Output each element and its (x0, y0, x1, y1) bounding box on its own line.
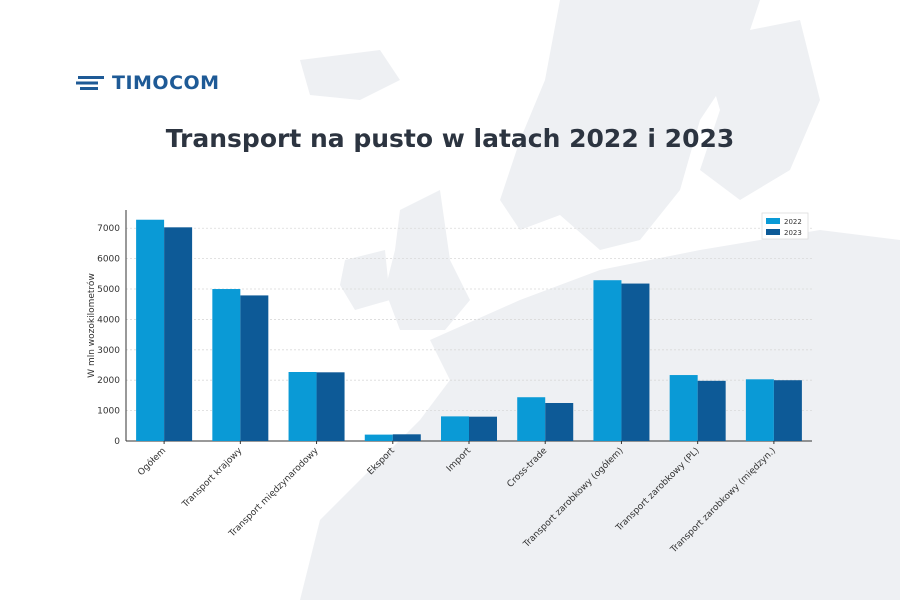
map-ireland (340, 250, 390, 310)
x-tick-label: Transport międzynarodowy (227, 446, 321, 540)
timocom-logo: TIMOCOM (76, 72, 220, 94)
y-tick-label: 2000 (97, 376, 120, 386)
y-tick-label: 1000 (97, 407, 120, 417)
x-tick-label: Eksport (366, 446, 397, 477)
bar-2023 (545, 403, 574, 441)
map-iceland (300, 50, 400, 100)
y-tick-label: 4000 (97, 315, 120, 325)
bar-2022 (517, 397, 546, 441)
bar-2023 (697, 380, 726, 441)
bar-2023 (392, 434, 421, 441)
map-scandinavia (500, 0, 760, 250)
bar-2022 (593, 280, 622, 441)
bar-2023 (316, 372, 345, 441)
bar-2023 (773, 380, 802, 441)
bar-2022 (441, 416, 469, 441)
logo-mark-icon (76, 76, 104, 90)
bar-2022 (212, 289, 241, 441)
bar-2022 (288, 372, 317, 441)
bar-2022 (745, 379, 774, 441)
bar-2023 (621, 283, 650, 441)
y-tick-label: 6000 (97, 255, 120, 265)
x-tick-label: Transport zarobkowy (PL) (614, 446, 702, 534)
x-tick-label: Transport krajowy (180, 446, 245, 511)
chart-title: Transport na pusto w latach 2022 i 2023 (165, 124, 735, 153)
y-axis-label: W mln wozokilometrów (86, 273, 97, 378)
bar-2023 (469, 416, 497, 441)
y-tick-label: 5000 (97, 285, 120, 295)
logo-text: TIMOCOM (112, 72, 220, 94)
bar-2023 (164, 227, 193, 441)
bar-2022 (669, 375, 698, 441)
y-tick-label: 0 (114, 437, 120, 447)
x-tick-label: Cross-trade (506, 446, 550, 490)
bar-2023 (240, 295, 269, 441)
legend-swatch-2022 (766, 218, 780, 224)
legend-label-2023: 2023 (784, 229, 802, 237)
x-tick-label: Ogółem (136, 445, 169, 478)
y-tick-label: 3000 (97, 346, 120, 356)
x-tick-label: Import (445, 446, 474, 475)
bar-2022 (136, 219, 165, 441)
map-british-isles (385, 190, 470, 330)
bar-2022 (364, 434, 393, 441)
map-finland (700, 20, 820, 200)
y-tick-label: 7000 (97, 224, 120, 234)
legend-label-2022: 2022 (784, 218, 802, 226)
legend-swatch-2023 (766, 229, 780, 235)
